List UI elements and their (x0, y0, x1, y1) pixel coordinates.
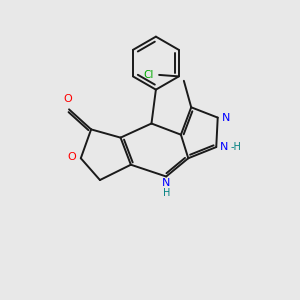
Text: N: N (220, 142, 229, 152)
Text: N: N (162, 178, 170, 188)
Text: -H: -H (231, 142, 242, 152)
Text: H: H (163, 188, 170, 198)
Text: O: O (68, 152, 76, 162)
Text: N: N (222, 112, 230, 123)
Text: Cl: Cl (143, 70, 154, 80)
Text: O: O (63, 94, 72, 104)
